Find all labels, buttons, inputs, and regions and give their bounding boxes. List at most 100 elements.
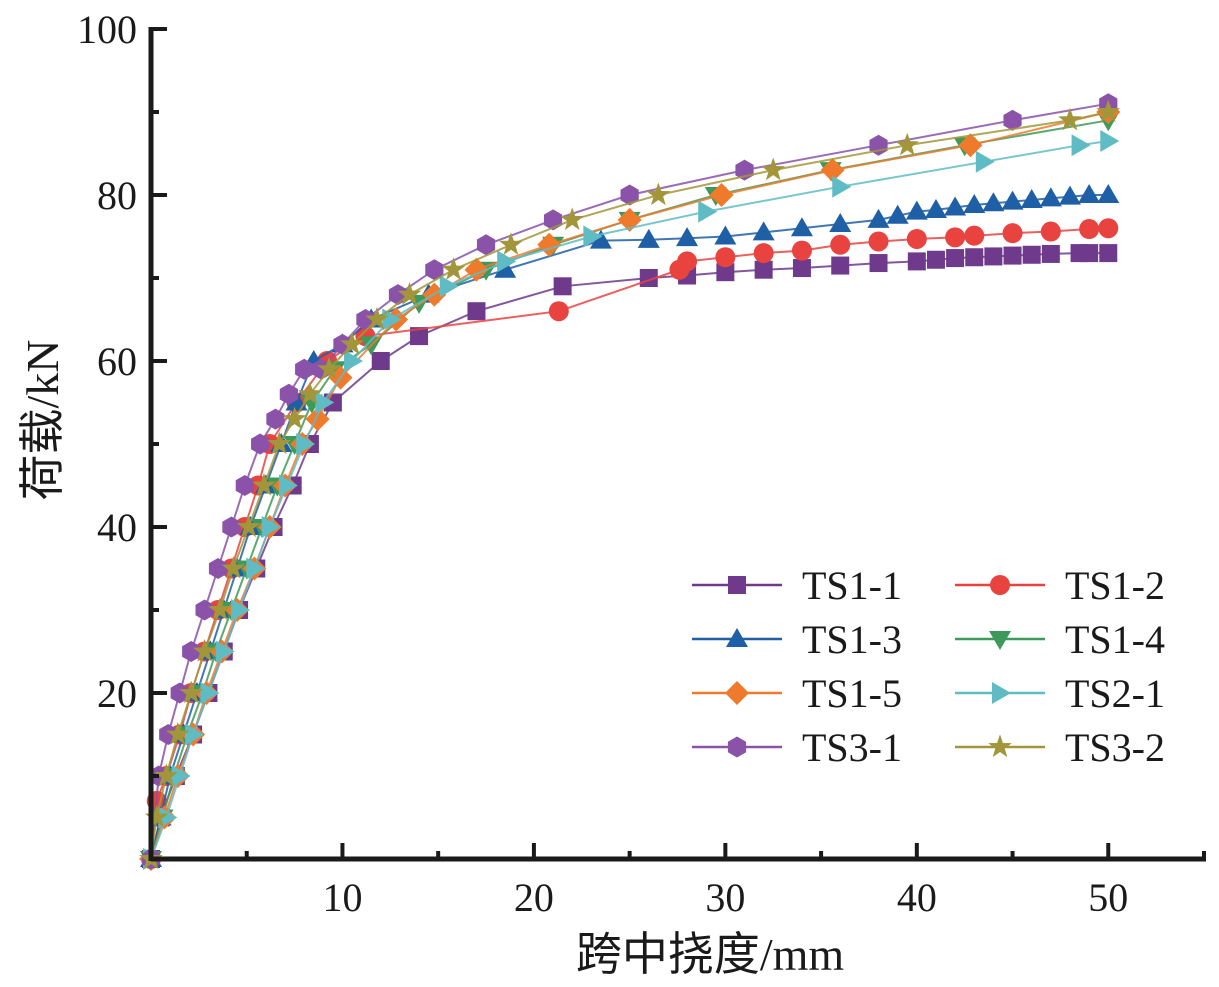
data-point-TS2-1 [171,765,191,787]
data-point-TS1-2 [753,243,774,264]
legend-marker [992,682,1011,704]
data-point-TS1-3 [790,217,813,237]
data-point-TS1-1 [946,249,965,268]
data-point-TS2-1 [200,682,220,704]
data-point-TS3-1 [279,383,298,405]
legend-marker [990,575,1010,595]
data-point-TS3-1 [208,558,228,579]
data-point-TS2-1 [185,723,205,746]
series-line-TS1-1 [150,252,1109,860]
legend-label: TS3-1 [802,725,902,770]
legend-label: TS1-2 [1065,563,1165,608]
data-point-TS1-3 [637,228,660,248]
data-point-TS1-1 [716,263,735,282]
legend-item-TS3-1: TS3-1 [692,725,902,770]
axes: 10 20 30 40 50 20 40 60 80 100 [77,7,1206,920]
data-point-TS2-1 [261,516,281,538]
y-axis-title: 荷载/kN [17,340,68,501]
data-point-TS3-2 [761,157,786,181]
data-point-TS1-5 [709,183,734,207]
data-point-TS3-1 [222,516,241,538]
data-point-TS1-2 [1040,221,1061,242]
data-point-TS1-5 [305,407,330,432]
legend-marker [727,736,747,758]
data-point-TS3-2 [1096,99,1121,123]
data-point-TS2-1 [439,275,459,298]
data-point-TS1-3 [905,200,928,220]
data-point-TS1-1 [965,248,984,267]
data-point-TS1-2 [548,301,569,322]
legend: TS1-1 TS1-2 TS1-3 TS1-4 TS1-5 TS2-1 TS3-1 TS3-2 [692,563,1165,770]
data-point-TS1-1 [754,260,773,279]
data-point-TS1-1 [410,327,429,346]
data-point-TS3-2 [192,639,217,662]
data-point-TS1-1 [1022,245,1041,264]
legend-item-TS1-4: TS1-4 [955,617,1165,662]
data-point-TS1-2 [945,227,966,248]
data-point-TS1-1 [907,252,926,271]
legend-marker [989,631,1011,650]
data-point-TS1-2 [1079,219,1100,240]
data-point-TS1-3 [1058,185,1081,205]
data-point-TS3-1 [620,184,639,206]
data-point-TS1-2 [964,225,985,246]
data-point-TS3-2 [441,257,466,280]
legend-marker [988,734,1012,758]
data-point-TS1-3 [924,198,947,218]
data-point-TS1-3 [867,208,890,228]
legend-item-TS1-5: TS1-5 [692,671,902,716]
data-point-TS2-1 [246,557,266,580]
legend-item-TS1-1: TS1-1 [692,563,902,608]
data-point-TS2-1 [344,350,364,372]
data-point-TS1-3 [982,192,1005,212]
data-point-TS1-1 [831,256,850,275]
data-point-TS2-1 [1100,130,1120,153]
x-tick-label: 50 [1088,875,1128,920]
data-point-TS3-1 [425,259,444,281]
data-point-TS3-2 [298,381,322,405]
series-TS1-1 [142,244,1118,868]
data-point-TS1-1 [1099,244,1118,263]
data-point-TS1-2 [677,251,698,272]
data-point-TS1-1 [1080,244,1099,263]
legend-label: TS1-1 [802,563,902,608]
data-point-TS3-2 [646,182,671,206]
data-point-TS1-1 [371,352,390,370]
legend-label: TS2-1 [1065,671,1165,716]
data-point-TS1-1 [869,254,888,273]
data-point-TS3-1 [1003,109,1022,131]
y-tick-label: 100 [77,7,137,52]
data-point-TS3-2 [340,331,364,355]
data-point-TS1-2 [906,228,927,249]
data-point-TS1-3 [1039,187,1062,207]
data-point-TS3-2 [499,232,523,255]
data-point-TS2-1 [698,200,718,223]
data-point-TS2-1 [975,150,995,173]
data-point-TS3-2 [1058,107,1082,131]
data-point-TS3-2 [560,207,585,231]
data-point-TS1-1 [792,259,811,278]
series-line-TS2-1 [150,140,1109,860]
data-point-TS3-1 [251,433,270,455]
data-point-TS3-2 [267,431,292,455]
data-point-TS1-3 [944,196,967,216]
data-point-TS3-1 [266,408,285,430]
x-axis-title: 跨中挠度/mm [576,929,845,980]
data-point-TS2-1 [382,308,402,331]
data-point-TS3-1 [195,599,214,621]
data-point-TS2-1 [1071,134,1091,157]
legend-label: TS1-5 [802,671,902,716]
series-line-TS1-3 [150,194,1109,860]
data-point-TS3-2 [397,282,422,305]
data-point-TS3-2 [282,406,307,430]
legend-marker [725,681,749,705]
data-point-TS1-2 [830,234,851,255]
y-tick-label: 80 [97,173,137,218]
data-point-TS3-2 [221,556,246,579]
x-tick-label: 20 [514,875,554,920]
data-point-TS2-1 [296,433,316,455]
x-tick-label: 10 [322,875,362,920]
x-tick-label: 30 [705,875,745,920]
series-TS1-2 [141,218,1119,869]
